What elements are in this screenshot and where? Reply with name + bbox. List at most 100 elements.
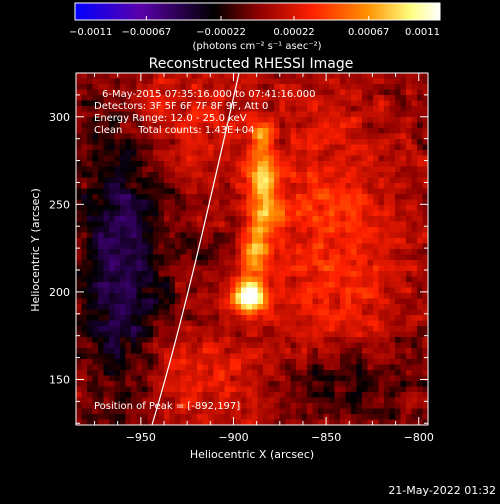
heatmap-cell <box>318 150 325 157</box>
heatmap-cell <box>175 298 182 305</box>
heatmap-cell <box>235 84 242 91</box>
heatmap-cell <box>76 78 83 85</box>
heatmap-cell <box>147 386 154 393</box>
heatmap-cell <box>411 199 418 206</box>
heatmap-cell <box>186 315 193 322</box>
heatmap-cell <box>76 177 83 184</box>
heatmap-cell <box>224 89 231 96</box>
heatmap-cell <box>92 166 99 173</box>
heatmap-cell <box>76 386 83 393</box>
heatmap-cell <box>378 199 385 206</box>
heatmap-cell <box>120 282 127 289</box>
heatmap-cell <box>103 117 110 124</box>
heatmap-cell <box>186 392 193 399</box>
heatmap-cell <box>257 227 264 234</box>
heatmap-cell <box>98 386 105 393</box>
heatmap-cell <box>191 419 198 425</box>
heatmap-cell <box>395 243 402 250</box>
heatmap-cell <box>356 397 363 404</box>
heatmap-cell <box>257 375 264 382</box>
heatmap-cell <box>125 271 132 278</box>
heatmap-cell <box>351 172 358 179</box>
heatmap-cell <box>340 89 347 96</box>
heatmap-cell <box>147 243 154 250</box>
heatmap-cell <box>98 419 105 425</box>
heatmap-cell <box>422 249 428 256</box>
heatmap-cell <box>279 282 286 289</box>
heatmap-cell <box>191 84 198 91</box>
heatmap-cell <box>400 73 407 80</box>
heatmap-cell <box>153 188 160 195</box>
heatmap-cell <box>131 238 138 245</box>
heatmap-cell <box>180 89 187 96</box>
heatmap-cell <box>263 155 270 162</box>
heatmap-cell <box>422 315 428 322</box>
heatmap-cell <box>131 150 138 157</box>
heatmap-cell <box>186 364 193 371</box>
heatmap-cell <box>334 293 341 300</box>
heatmap-cell <box>125 282 132 289</box>
heatmap-cell <box>263 326 270 333</box>
heatmap-cell <box>318 353 325 360</box>
heatmap-cell <box>340 282 347 289</box>
heatmap-cell <box>175 271 182 278</box>
heatmap-cell <box>263 309 270 316</box>
heatmap-cell <box>329 144 336 151</box>
heatmap-cell <box>367 414 374 421</box>
heatmap-cell <box>235 271 242 278</box>
heatmap-cell <box>301 100 308 107</box>
heatmap-cell <box>114 293 121 300</box>
heatmap-cell <box>367 282 374 289</box>
heatmap-cell <box>180 254 187 261</box>
heatmap-cell <box>318 243 325 250</box>
heatmap-cell <box>98 73 105 80</box>
heatmap-cell <box>340 260 347 267</box>
heatmap-cell <box>334 161 341 168</box>
heatmap-cell <box>312 161 319 168</box>
heatmap-cell <box>395 188 402 195</box>
heatmap-cell <box>290 403 297 410</box>
heatmap-cell <box>191 254 198 261</box>
heatmap-cell <box>263 392 270 399</box>
heatmap-cell <box>98 348 105 355</box>
heatmap-cell <box>395 397 402 404</box>
heatmap-cell <box>252 166 259 173</box>
heatmap-cell <box>301 375 308 382</box>
heatmap-cell <box>274 172 281 179</box>
heatmap-cell <box>147 133 154 140</box>
heatmap-cell <box>345 139 352 146</box>
heatmap-cell <box>422 375 428 382</box>
heatmap-cell <box>395 309 402 316</box>
heatmap-cell <box>180 403 187 410</box>
heatmap-cell <box>263 293 270 300</box>
heatmap-cell <box>279 320 286 327</box>
heatmap-cell <box>400 326 407 333</box>
heatmap-cell <box>197 364 204 371</box>
heatmap-cell <box>296 348 303 355</box>
heatmap-cell <box>279 386 286 393</box>
heatmap-cell <box>131 254 138 261</box>
heatmap-cell <box>92 249 99 256</box>
heatmap-cell <box>351 320 358 327</box>
heatmap-cell <box>191 326 198 333</box>
heatmap-cell <box>411 73 418 80</box>
heatmap-cell <box>318 128 325 135</box>
heatmap-cell <box>285 414 292 421</box>
heatmap-cell <box>109 392 116 399</box>
heatmap-cell <box>180 73 187 80</box>
heatmap-cell <box>208 150 215 157</box>
heatmap-cell <box>109 122 116 129</box>
heatmap-cell <box>307 304 314 311</box>
heatmap-cell <box>307 155 314 162</box>
heatmap-cell <box>268 403 275 410</box>
heatmap-cell <box>241 392 248 399</box>
heatmap-cell <box>395 293 402 300</box>
heatmap-cell <box>76 155 83 162</box>
heatmap-cell <box>109 375 116 382</box>
heatmap-cell <box>92 73 99 80</box>
heatmap-cell <box>87 408 94 415</box>
heatmap-cell <box>312 238 319 245</box>
heatmap-cell <box>384 183 391 190</box>
heatmap-cell <box>202 320 209 327</box>
heatmap-cell <box>296 364 303 371</box>
